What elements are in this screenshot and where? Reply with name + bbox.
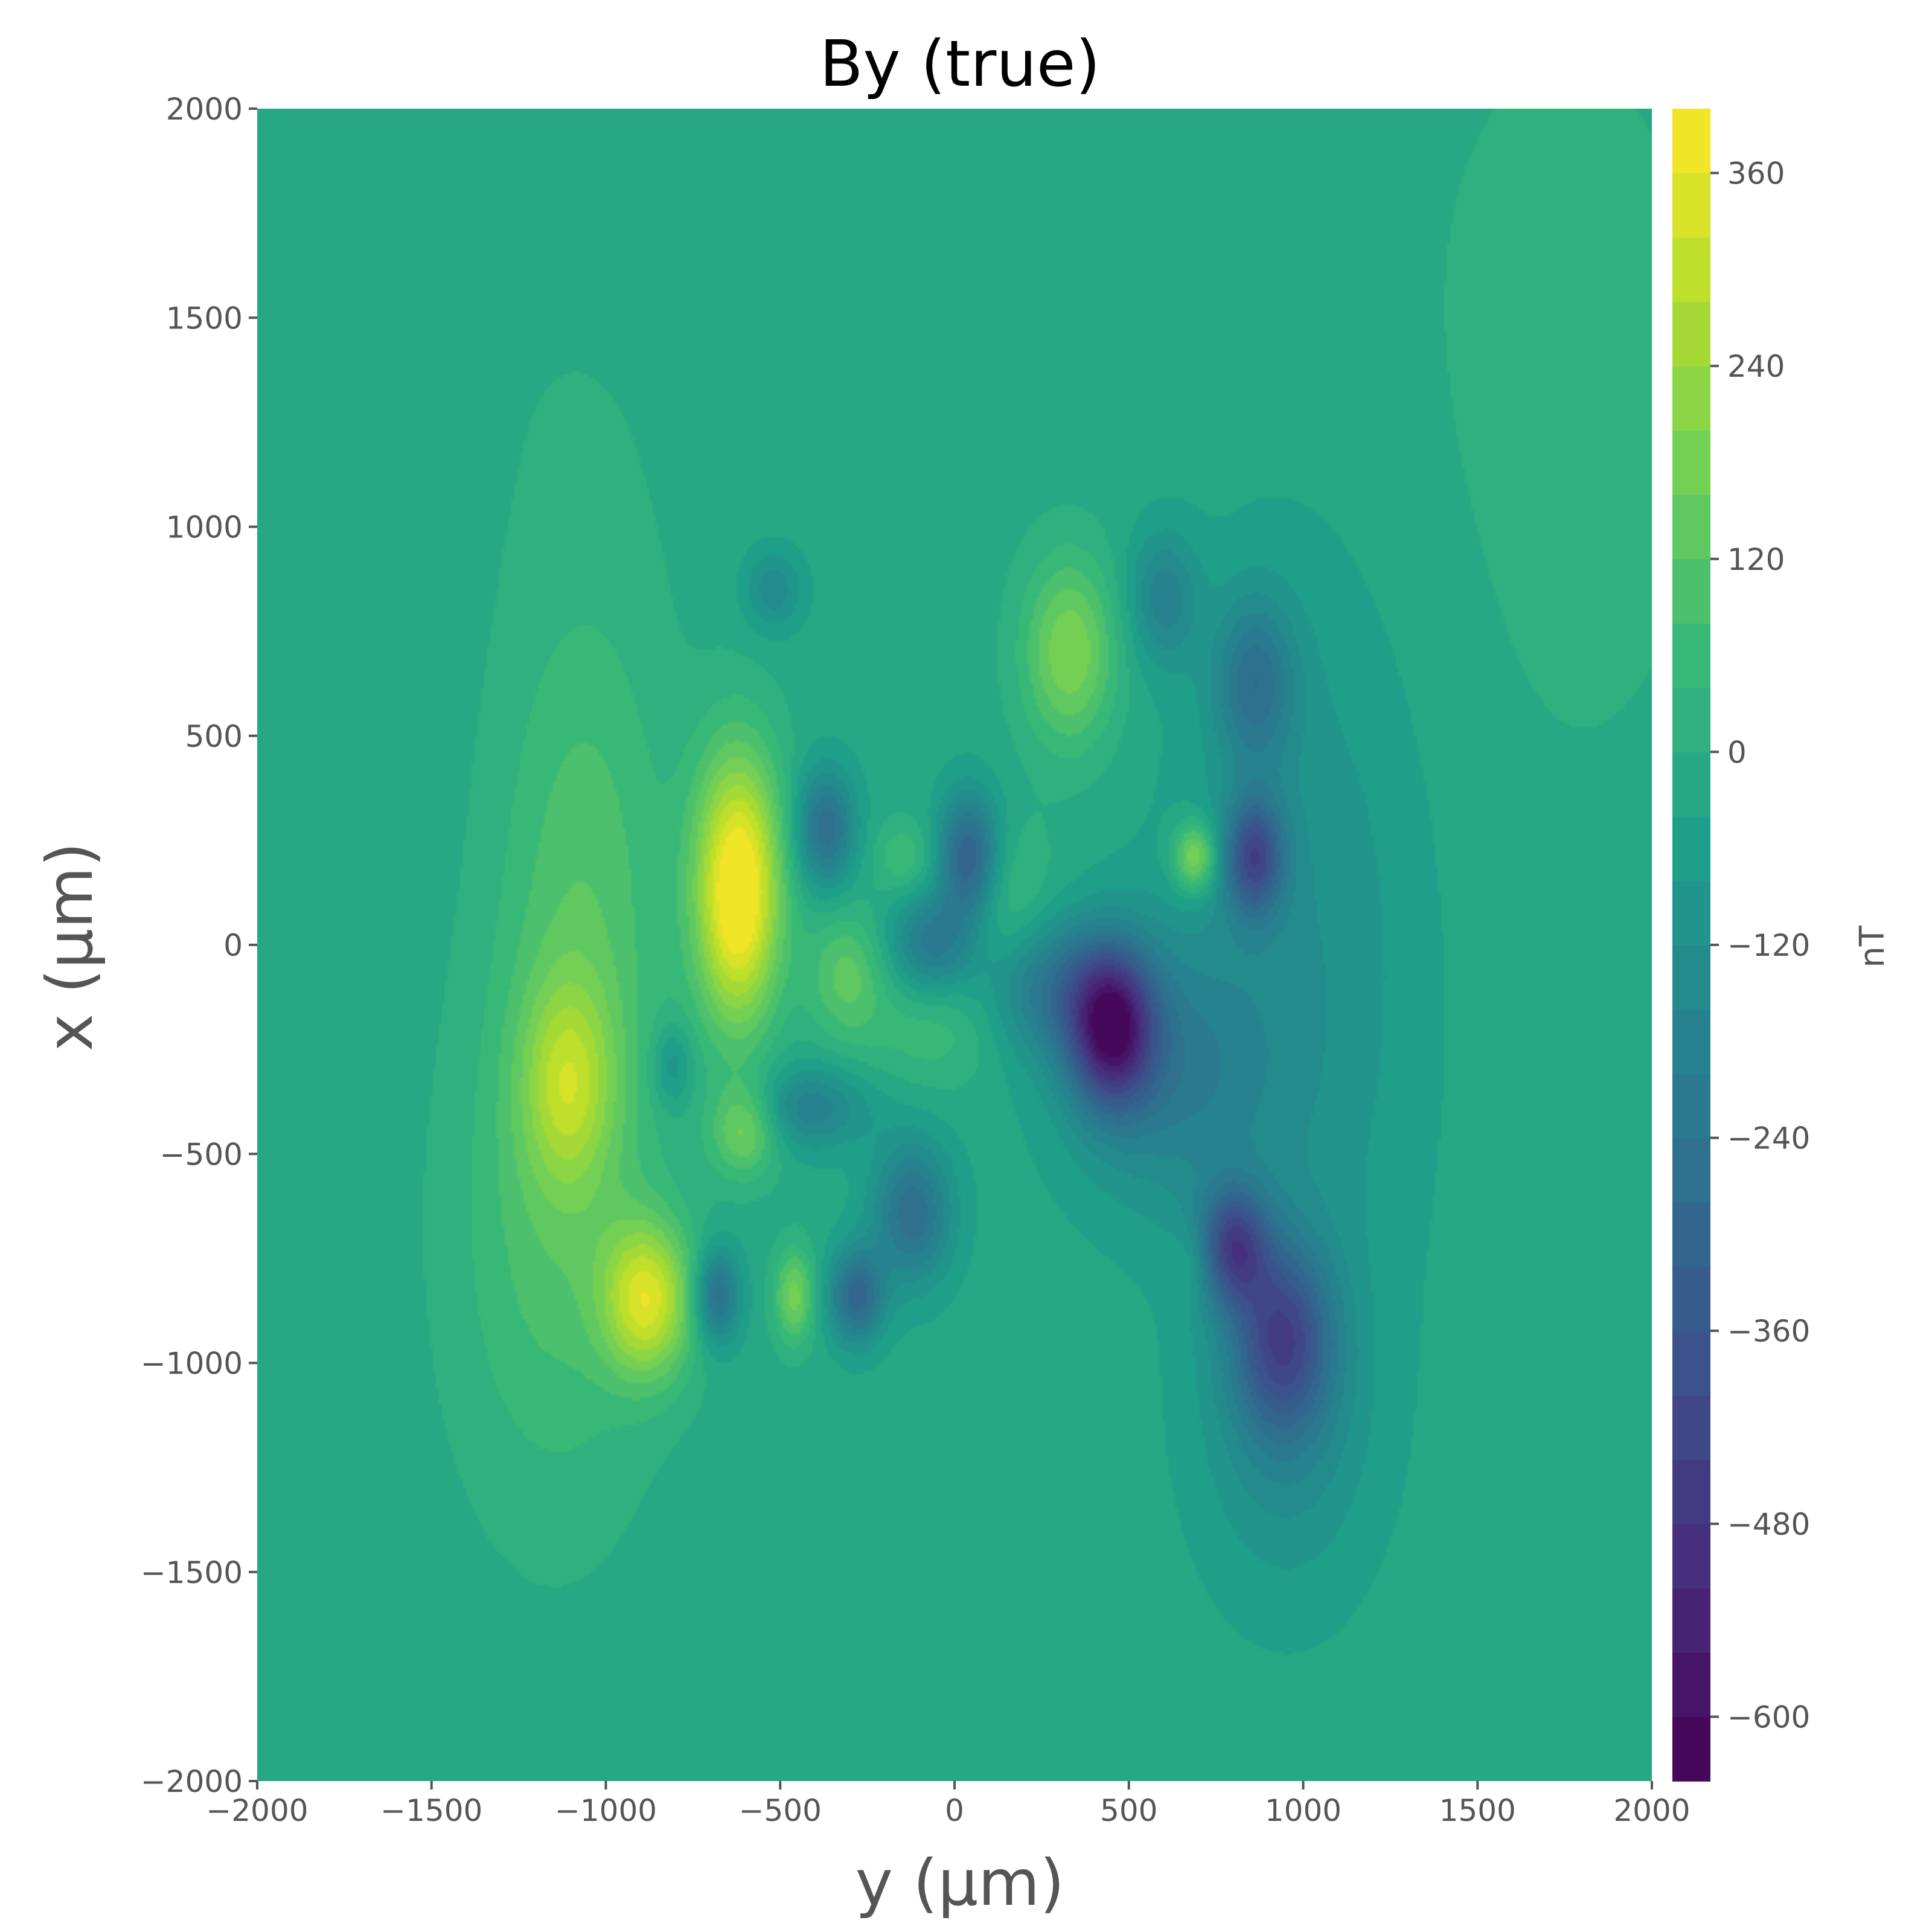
colorbar-tick-label: 120	[1727, 542, 1785, 577]
x-axis-label: y (μm)	[856, 1846, 1065, 1920]
colorbar-band	[1672, 1202, 1710, 1267]
colorbar-band	[1672, 558, 1710, 624]
colorbar-band	[1672, 816, 1710, 881]
colorbar-band	[1672, 1266, 1710, 1332]
colorbar-tick-label: −120	[1727, 928, 1810, 963]
colorbar-band	[1672, 494, 1710, 560]
colorbar-band	[1672, 109, 1710, 174]
x-tick-label: −2000	[206, 1793, 308, 1828]
colorbar-band	[1672, 1073, 1710, 1139]
colorbar-band	[1672, 1009, 1710, 1074]
colorbar-band	[1672, 237, 1710, 302]
colorbar	[1672, 109, 1710, 1782]
y-tick-label: 1500	[166, 301, 243, 336]
colorbar-band	[1672, 1716, 1710, 1782]
colorbar-tick-label: −240	[1727, 1121, 1810, 1156]
x-axis: −2000 −1500 −1000 −500 0 500 1000 1500 2000	[206, 1781, 1690, 1828]
colorbar-band	[1672, 945, 1710, 1010]
x-tick-label: −1000	[555, 1793, 657, 1828]
x-tick-label: 1000	[1265, 1793, 1342, 1828]
colorbar-axis: 360 240 120 0 −120 −240 −360 −480 −600	[1710, 156, 1810, 1735]
colorbar-band	[1672, 1523, 1710, 1589]
colorbar-tick-label: 240	[1727, 349, 1785, 384]
x-tick-label: −500	[739, 1793, 822, 1828]
colorbar-band	[1672, 301, 1710, 366]
y-tick-label: 1000	[166, 510, 243, 545]
y-tick-label: −500	[160, 1137, 243, 1172]
contour-fill	[257, 109, 1652, 1781]
colorbar-tick-label: 360	[1727, 156, 1785, 191]
colorbar-band	[1672, 1459, 1710, 1524]
x-tick-label: 2000	[1613, 1793, 1690, 1828]
x-tick-label: −1500	[380, 1793, 482, 1828]
y-tick-label: −1500	[141, 1555, 243, 1590]
x-tick-label: 1500	[1439, 1793, 1516, 1828]
y-tick-label: −1000	[141, 1346, 243, 1381]
colorbar-band	[1672, 1652, 1710, 1718]
y-tick-label: 0	[223, 928, 243, 963]
y-tick-label: 500	[185, 719, 243, 754]
colorbar-label: nT	[1853, 925, 1892, 967]
colorbar-band	[1672, 430, 1710, 496]
y-tick-label: −2000	[141, 1764, 243, 1799]
y-axis-label: x (μm)	[33, 842, 107, 1052]
colorbar-band	[1672, 1331, 1710, 1396]
colorbar-band	[1672, 173, 1710, 238]
colorbar-band	[1672, 752, 1710, 817]
colorbar-band	[1672, 1588, 1710, 1653]
contour-plot-area	[257, 109, 1652, 1781]
colorbar-band	[1672, 687, 1710, 753]
colorbar-band	[1672, 1395, 1710, 1460]
x-tick-label: 0	[945, 1793, 964, 1828]
colorbar-band	[1672, 1137, 1710, 1203]
colorbar-tick-label: −600	[1727, 1700, 1810, 1735]
colorbar-tick-label: 0	[1727, 735, 1747, 770]
colorbar-band	[1672, 623, 1710, 688]
colorbar-band	[1672, 366, 1710, 431]
colorbar-tick-label: −360	[1727, 1314, 1810, 1349]
chart-title: By (true)	[820, 27, 1101, 101]
y-axis: −2000 −1500 −1000 −500 0 500 1000 1500 2000	[141, 92, 257, 1799]
colorbar-tick-label: −480	[1727, 1507, 1810, 1542]
y-tick-label: 2000	[166, 92, 243, 127]
x-tick-label: 500	[1100, 1793, 1157, 1828]
colorbar-band	[1672, 880, 1710, 945]
